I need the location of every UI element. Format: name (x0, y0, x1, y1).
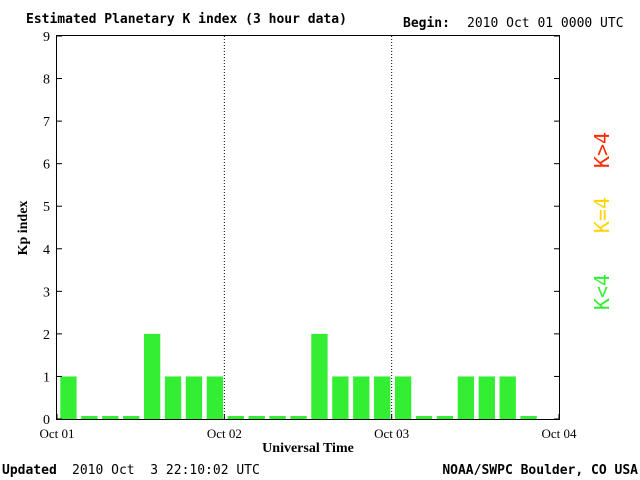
y-tick-label: 3 (43, 285, 50, 300)
kp-bar (81, 416, 98, 419)
begin-value: 2010 Oct 01 0000 UTC (467, 16, 624, 31)
updated-value: 2010 Oct 3 22:10:02 UTC (72, 463, 260, 478)
kp-bar (102, 416, 119, 419)
kp-bar (311, 333, 328, 419)
x-axis: Oct 01 Oct 02 Oct 03 Oct 04 (39, 414, 577, 441)
kp-bar (206, 376, 224, 419)
kp-bar (520, 416, 537, 419)
x-tick-label: Oct 01 (39, 426, 74, 441)
source-credit: NOAA/SWPC Boulder, CO USA (442, 463, 638, 478)
plot-frame (56, 35, 560, 420)
y-tick-label: 6 (43, 158, 50, 173)
y-tick-label: 4 (43, 243, 50, 258)
kp-bar (60, 376, 77, 419)
y-tick-label: 8 (43, 73, 50, 88)
kp-bar (353, 376, 370, 419)
kp-bar (227, 416, 244, 419)
kp-bar (143, 333, 161, 419)
x-tick-label: Oct 02 (207, 426, 242, 441)
y-tick-label: 2 (43, 328, 50, 343)
kp-bar (374, 376, 391, 419)
y-tick-label: 0 (43, 413, 50, 428)
kp-bar (290, 416, 307, 419)
legend-label: K>4 (590, 132, 614, 168)
y-axis: 0 1 2 3 4 5 6 7 8 9 (43, 30, 559, 428)
y-tick-label: 9 (43, 30, 50, 45)
y-tick-label: 5 (43, 200, 50, 215)
kp-bar (415, 416, 433, 419)
begin-label: Begin: (403, 16, 450, 31)
y-tick-label: 7 (43, 115, 50, 130)
legend-label: K<4 (590, 274, 614, 310)
kp-bar (164, 376, 182, 419)
kp-bar (123, 416, 140, 419)
updated-label: Updated (2, 463, 57, 478)
bars (60, 333, 537, 419)
kp-bar (457, 376, 475, 419)
x-tick-label: Oct 04 (541, 426, 577, 441)
x-axis-label: Universal Time (262, 441, 354, 456)
kp-bar (185, 376, 203, 419)
chart-title: Estimated Planetary K index (3 hour data… (26, 12, 347, 27)
y-axis-label: Kp index (16, 201, 31, 256)
kp-bar (248, 416, 265, 419)
kp-bar (269, 416, 286, 419)
kp-bar (499, 376, 516, 419)
kp-bar (394, 376, 412, 419)
y-tick-label: 1 (43, 370, 50, 385)
legend-label: K=4 (590, 197, 614, 233)
kp-bar (332, 376, 349, 419)
kp-bar (436, 416, 454, 419)
legend: K>4 K=4 K<4 (590, 132, 614, 310)
kp-bar (478, 376, 495, 419)
x-tick-label: Oct 03 (374, 426, 409, 441)
day-separators (223, 36, 393, 419)
